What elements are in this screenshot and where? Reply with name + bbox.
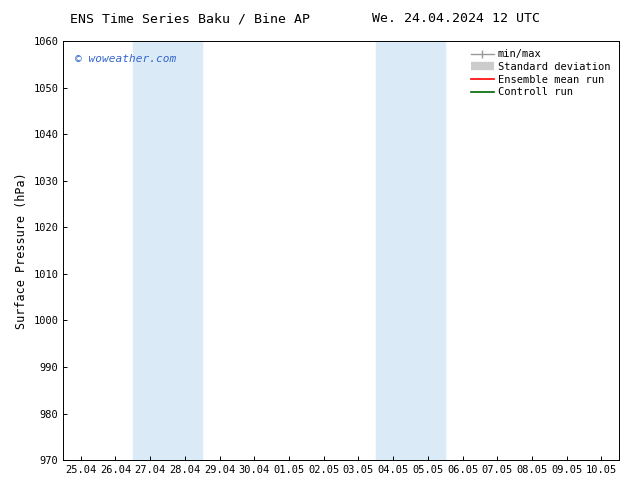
Y-axis label: Surface Pressure (hPa): Surface Pressure (hPa) [15, 172, 28, 329]
Text: ENS Time Series Baku / Bine AP: ENS Time Series Baku / Bine AP [70, 12, 310, 25]
Bar [133, 41, 202, 460]
Bar [376, 41, 445, 460]
Text: We. 24.04.2024 12 UTC: We. 24.04.2024 12 UTC [373, 12, 540, 25]
Text: © woweather.com: © woweather.com [75, 53, 176, 64]
Legend: min/max, Standard deviation, Ensemble mean run, Controll run: min/max, Standard deviation, Ensemble me… [468, 46, 614, 100]
